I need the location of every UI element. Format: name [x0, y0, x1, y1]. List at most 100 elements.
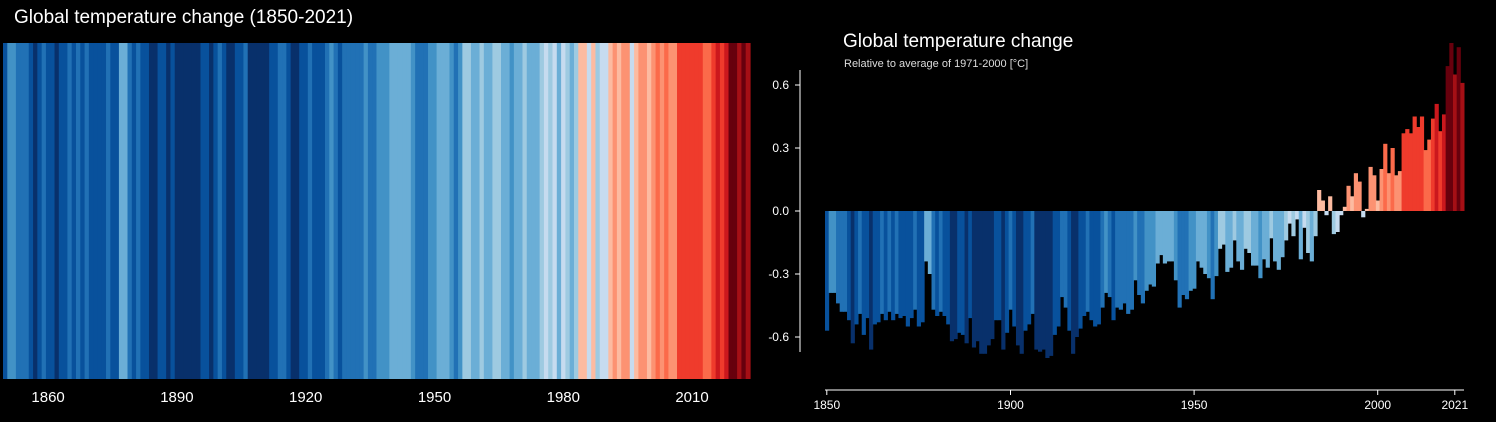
bar-1950: [1192, 211, 1197, 289]
stripe-1880: [131, 43, 137, 379]
bar-1889: [968, 211, 973, 319]
stripe-1937: [376, 43, 382, 379]
stripe-1986: [586, 43, 592, 379]
bar-1905: [1026, 211, 1032, 325]
stripe-1928: [337, 43, 343, 379]
bar-1964: [1243, 211, 1248, 249]
bar-1893: [982, 211, 988, 354]
bar-1920: [1082, 211, 1087, 316]
bar-2005: [1394, 175, 1399, 211]
bar-1916: [1067, 211, 1072, 331]
stripe-1905: [239, 43, 245, 379]
bar-1941: [1159, 211, 1164, 256]
bar-1902: [1015, 211, 1021, 346]
bar-1971: [1269, 211, 1274, 239]
stripe-1984: [578, 43, 584, 379]
stripe-2020: [732, 43, 738, 379]
bar-1879: [931, 211, 936, 310]
bar-1904: [1023, 211, 1028, 331]
bar-1892: [979, 211, 984, 354]
stripe-1881: [136, 43, 141, 379]
stripe-1923: [316, 43, 322, 379]
bar-1872: [905, 211, 910, 327]
bar-1929: [1115, 211, 1120, 308]
bar-2021: [1452, 74, 1458, 211]
stripe-1857: [33, 43, 38, 379]
bar-1862: [869, 211, 874, 350]
bar-2022: [1456, 47, 1461, 212]
stripe-1942: [397, 43, 403, 379]
warming-stripes-chart: 1860 1890 1920 1950 1980 2010: [3, 43, 751, 406]
stripe-1967: [505, 43, 511, 379]
stripe-1877: [118, 43, 124, 379]
bar-1979: [1298, 211, 1303, 260]
stripe-1992: [612, 43, 618, 379]
stripe-1927: [333, 43, 339, 379]
bar-1937: [1144, 211, 1149, 291]
bar-1891: [975, 211, 980, 342]
bar-1923: [1093, 211, 1098, 327]
bar-1909: [1041, 211, 1046, 350]
stripe-2023: [745, 43, 751, 379]
stripe-1987: [591, 43, 597, 379]
bar-1875: [916, 211, 921, 327]
bar-1999: [1372, 175, 1377, 211]
stripe-1936: [372, 43, 378, 379]
bar-1970: [1265, 211, 1270, 268]
stripe-2004: [664, 43, 670, 379]
stripe-1862: [54, 43, 60, 379]
stripes-chart-title: Global temperature change (1850-2021): [14, 7, 354, 28]
bar-1911: [1049, 211, 1054, 356]
bar-1954: [1206, 211, 1212, 279]
bar-2020: [1449, 43, 1454, 211]
stripe-1958: [466, 43, 472, 379]
stripe-1876: [114, 43, 120, 379]
bar-1930: [1118, 211, 1123, 310]
stripe-1852: [11, 43, 17, 379]
bar-1895: [990, 211, 995, 340]
bar-1973: [1276, 211, 1281, 270]
bar-1901: [1012, 211, 1017, 327]
bar-1994: [1353, 173, 1358, 211]
bar-1957: [1217, 211, 1223, 249]
bar-1961: [1232, 211, 1237, 241]
y-tick-label: 0.6: [772, 78, 789, 92]
stripe-1924: [320, 43, 326, 379]
stripe-2018: [724, 43, 730, 379]
stripe-1865: [67, 43, 73, 379]
stripe-1955: [453, 43, 459, 379]
bar-1861: [865, 211, 870, 319]
stripe-1952: [440, 43, 446, 379]
bar-1908: [1038, 211, 1043, 352]
stripe-1867: [75, 43, 81, 379]
bar-1934: [1133, 211, 1138, 281]
stripe-2008: [681, 43, 687, 379]
warming-stripes-panel: 1860 1890 1920 1950 1980 2010 Global temperat…: [3, 7, 751, 406]
bar-1890: [971, 211, 977, 348]
stripe-2009: [685, 43, 691, 379]
stripe-1980: [561, 43, 566, 379]
stripe-1941: [393, 43, 399, 379]
y-tick-label: 0.3: [772, 141, 789, 155]
stripe-1870: [88, 43, 94, 379]
y-tick-label: -0.3: [768, 267, 789, 281]
bar-1855: [843, 211, 848, 312]
bar-1953: [1203, 211, 1208, 274]
stripe-1904: [234, 43, 240, 379]
stripe-1997: [634, 43, 639, 379]
bar-1870: [898, 211, 903, 319]
bar-1852: [832, 211, 837, 293]
bar-1903: [1019, 211, 1024, 354]
stripe-1853: [15, 43, 21, 379]
bar-1884: [949, 211, 955, 342]
stripe-1911: [264, 43, 270, 379]
bar-1988: [1331, 211, 1336, 235]
stripe-1993: [616, 43, 622, 379]
bar-1927: [1107, 211, 1112, 298]
stripe-1864: [63, 43, 68, 379]
stripe-1895: [196, 43, 202, 379]
bar-1968: [1258, 211, 1263, 279]
stripe-1929: [342, 43, 348, 379]
bar-1888: [964, 211, 969, 344]
stripe-1861: [50, 43, 56, 379]
